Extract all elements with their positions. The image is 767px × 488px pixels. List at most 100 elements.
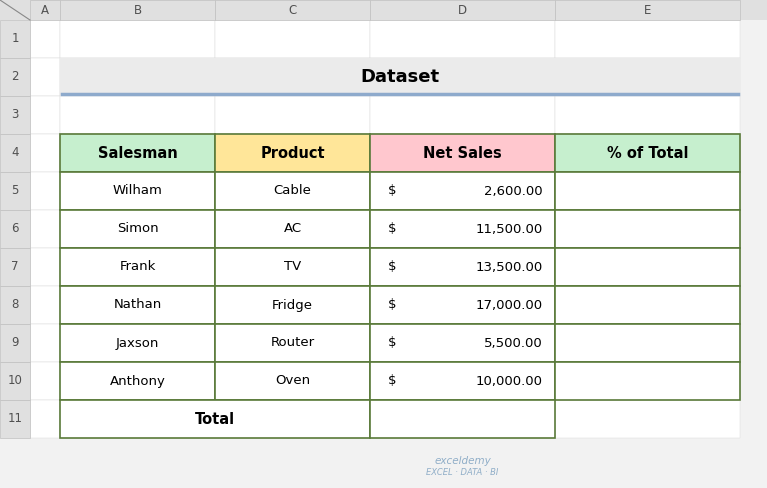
Text: C: C <box>288 3 297 17</box>
Bar <box>60 0 215 20</box>
Text: $: $ <box>388 337 397 349</box>
Text: E: E <box>644 3 651 17</box>
Bar <box>215 324 370 362</box>
Bar <box>0 20 30 58</box>
Text: Frank: Frank <box>120 261 156 273</box>
Text: 10,000.00: 10,000.00 <box>476 374 543 387</box>
Bar <box>370 248 555 286</box>
Bar <box>215 286 370 324</box>
Bar <box>30 58 60 96</box>
Text: Oven: Oven <box>275 374 310 387</box>
Bar <box>215 248 370 286</box>
Bar <box>215 20 370 58</box>
Bar <box>60 324 215 362</box>
Bar <box>555 286 740 324</box>
Bar <box>555 96 740 134</box>
Bar <box>215 286 370 324</box>
Bar <box>0 210 30 248</box>
Bar <box>215 58 370 96</box>
Bar <box>370 96 555 134</box>
Bar <box>215 134 370 172</box>
Text: 11,500.00: 11,500.00 <box>476 223 543 236</box>
Bar <box>60 362 215 400</box>
Text: D: D <box>458 3 467 17</box>
Bar <box>60 400 215 438</box>
Bar <box>30 134 60 172</box>
Text: 8: 8 <box>12 299 18 311</box>
Bar <box>370 134 555 172</box>
Bar <box>0 362 30 400</box>
Text: Dataset: Dataset <box>360 68 439 86</box>
Bar <box>60 362 215 400</box>
Bar <box>555 58 740 96</box>
Text: 5: 5 <box>12 184 18 198</box>
Text: 1: 1 <box>12 33 18 45</box>
Text: 13,500.00: 13,500.00 <box>476 261 543 273</box>
Text: EXCEL · DATA · BI: EXCEL · DATA · BI <box>426 468 499 477</box>
Text: TV: TV <box>284 261 301 273</box>
Bar <box>555 324 740 362</box>
Bar <box>215 362 370 400</box>
Bar <box>60 96 215 134</box>
Text: A: A <box>41 3 49 17</box>
Bar <box>555 20 740 58</box>
Bar <box>555 0 740 20</box>
Bar <box>0 400 30 438</box>
Bar <box>60 58 740 96</box>
Text: Simon: Simon <box>117 223 158 236</box>
Bar <box>60 248 215 286</box>
Bar <box>30 0 60 20</box>
Bar <box>370 134 555 172</box>
Bar <box>370 286 555 324</box>
Bar <box>30 324 60 362</box>
Bar <box>215 210 370 248</box>
Bar <box>60 58 215 96</box>
Bar <box>215 324 370 362</box>
Text: 5,500.00: 5,500.00 <box>484 337 543 349</box>
Bar <box>30 248 60 286</box>
Bar <box>370 286 555 324</box>
Bar <box>555 286 740 324</box>
Bar <box>370 400 555 438</box>
Bar <box>60 134 215 172</box>
Bar <box>370 210 555 248</box>
Text: Wilham: Wilham <box>113 184 163 198</box>
Bar <box>60 20 215 58</box>
Bar <box>0 0 767 20</box>
Bar <box>30 20 60 58</box>
Bar <box>555 210 740 248</box>
Text: B: B <box>133 3 142 17</box>
Bar <box>30 96 60 134</box>
Text: 9: 9 <box>12 337 18 349</box>
Bar <box>555 362 740 400</box>
Text: % of Total: % of Total <box>607 145 688 161</box>
Bar <box>555 400 740 438</box>
Text: Router: Router <box>271 337 314 349</box>
Bar <box>215 210 370 248</box>
Bar <box>215 0 370 20</box>
Bar <box>60 324 215 362</box>
Bar <box>30 172 60 210</box>
Text: Fridge: Fridge <box>272 299 313 311</box>
Bar <box>0 286 30 324</box>
Bar <box>215 96 370 134</box>
Bar <box>215 248 370 286</box>
Bar <box>555 210 740 248</box>
Text: 4: 4 <box>12 146 18 160</box>
Text: $: $ <box>388 299 397 311</box>
Bar <box>60 210 215 248</box>
Text: Cable: Cable <box>274 184 311 198</box>
Text: Salesman: Salesman <box>97 145 177 161</box>
Bar <box>555 324 740 362</box>
Text: 3: 3 <box>12 108 18 122</box>
Bar <box>555 248 740 286</box>
Bar <box>0 248 30 286</box>
Text: 10: 10 <box>8 374 22 387</box>
Text: $: $ <box>388 223 397 236</box>
Text: $: $ <box>388 184 397 198</box>
Bar <box>370 324 555 362</box>
Bar <box>0 134 30 172</box>
Bar <box>60 286 215 324</box>
Bar <box>370 362 555 400</box>
Bar <box>60 172 215 210</box>
